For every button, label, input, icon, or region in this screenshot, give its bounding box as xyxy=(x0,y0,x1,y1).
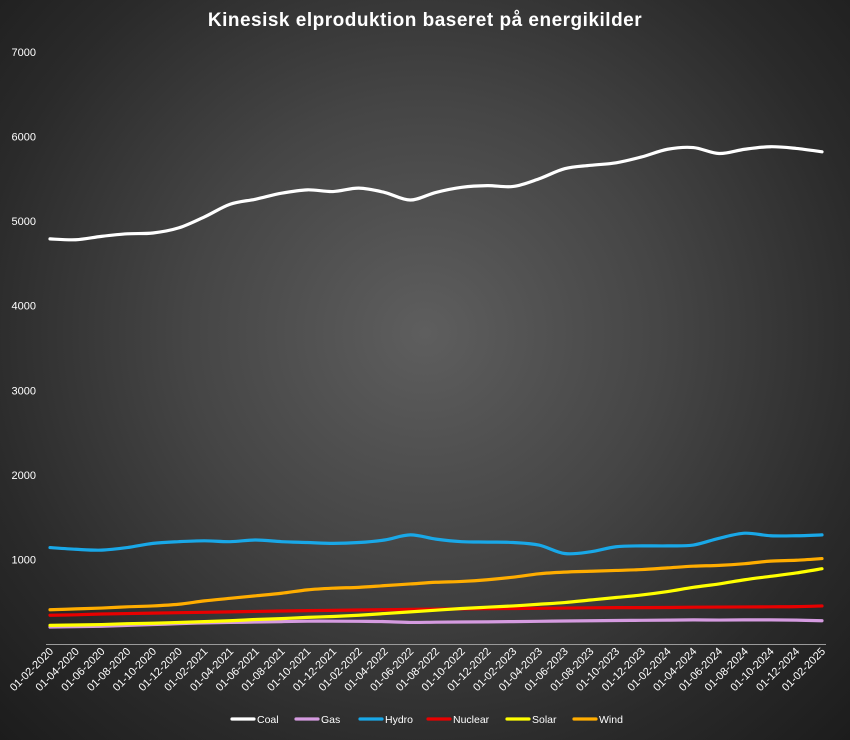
series-line-solar xyxy=(48,567,824,627)
series-line-coal xyxy=(48,145,824,242)
series-line-wind xyxy=(48,556,824,612)
y-tick-label: 7000 xyxy=(12,47,36,59)
y-tick-label: 3000 xyxy=(12,385,36,397)
y-tick-label: 6000 xyxy=(12,132,36,144)
legend-label-hydro: Hydro xyxy=(385,714,413,726)
series-line-hydro xyxy=(48,531,824,556)
legend-label-solar: Solar xyxy=(532,714,557,726)
legend-label-nuclear: Nuclear xyxy=(453,714,490,726)
y-tick-label: 5000 xyxy=(12,216,36,228)
y-tick-label: 2000 xyxy=(12,470,36,482)
legend-label-wind: Wind xyxy=(599,714,623,726)
legend-label-gas: Gas xyxy=(321,714,340,726)
legend-label-coal: Coal xyxy=(257,714,279,726)
y-tick-label: 4000 xyxy=(12,301,36,313)
chart-title: Kinesisk elproduktion baseret på energik… xyxy=(207,10,643,31)
y-tick-label: 1000 xyxy=(12,554,36,566)
